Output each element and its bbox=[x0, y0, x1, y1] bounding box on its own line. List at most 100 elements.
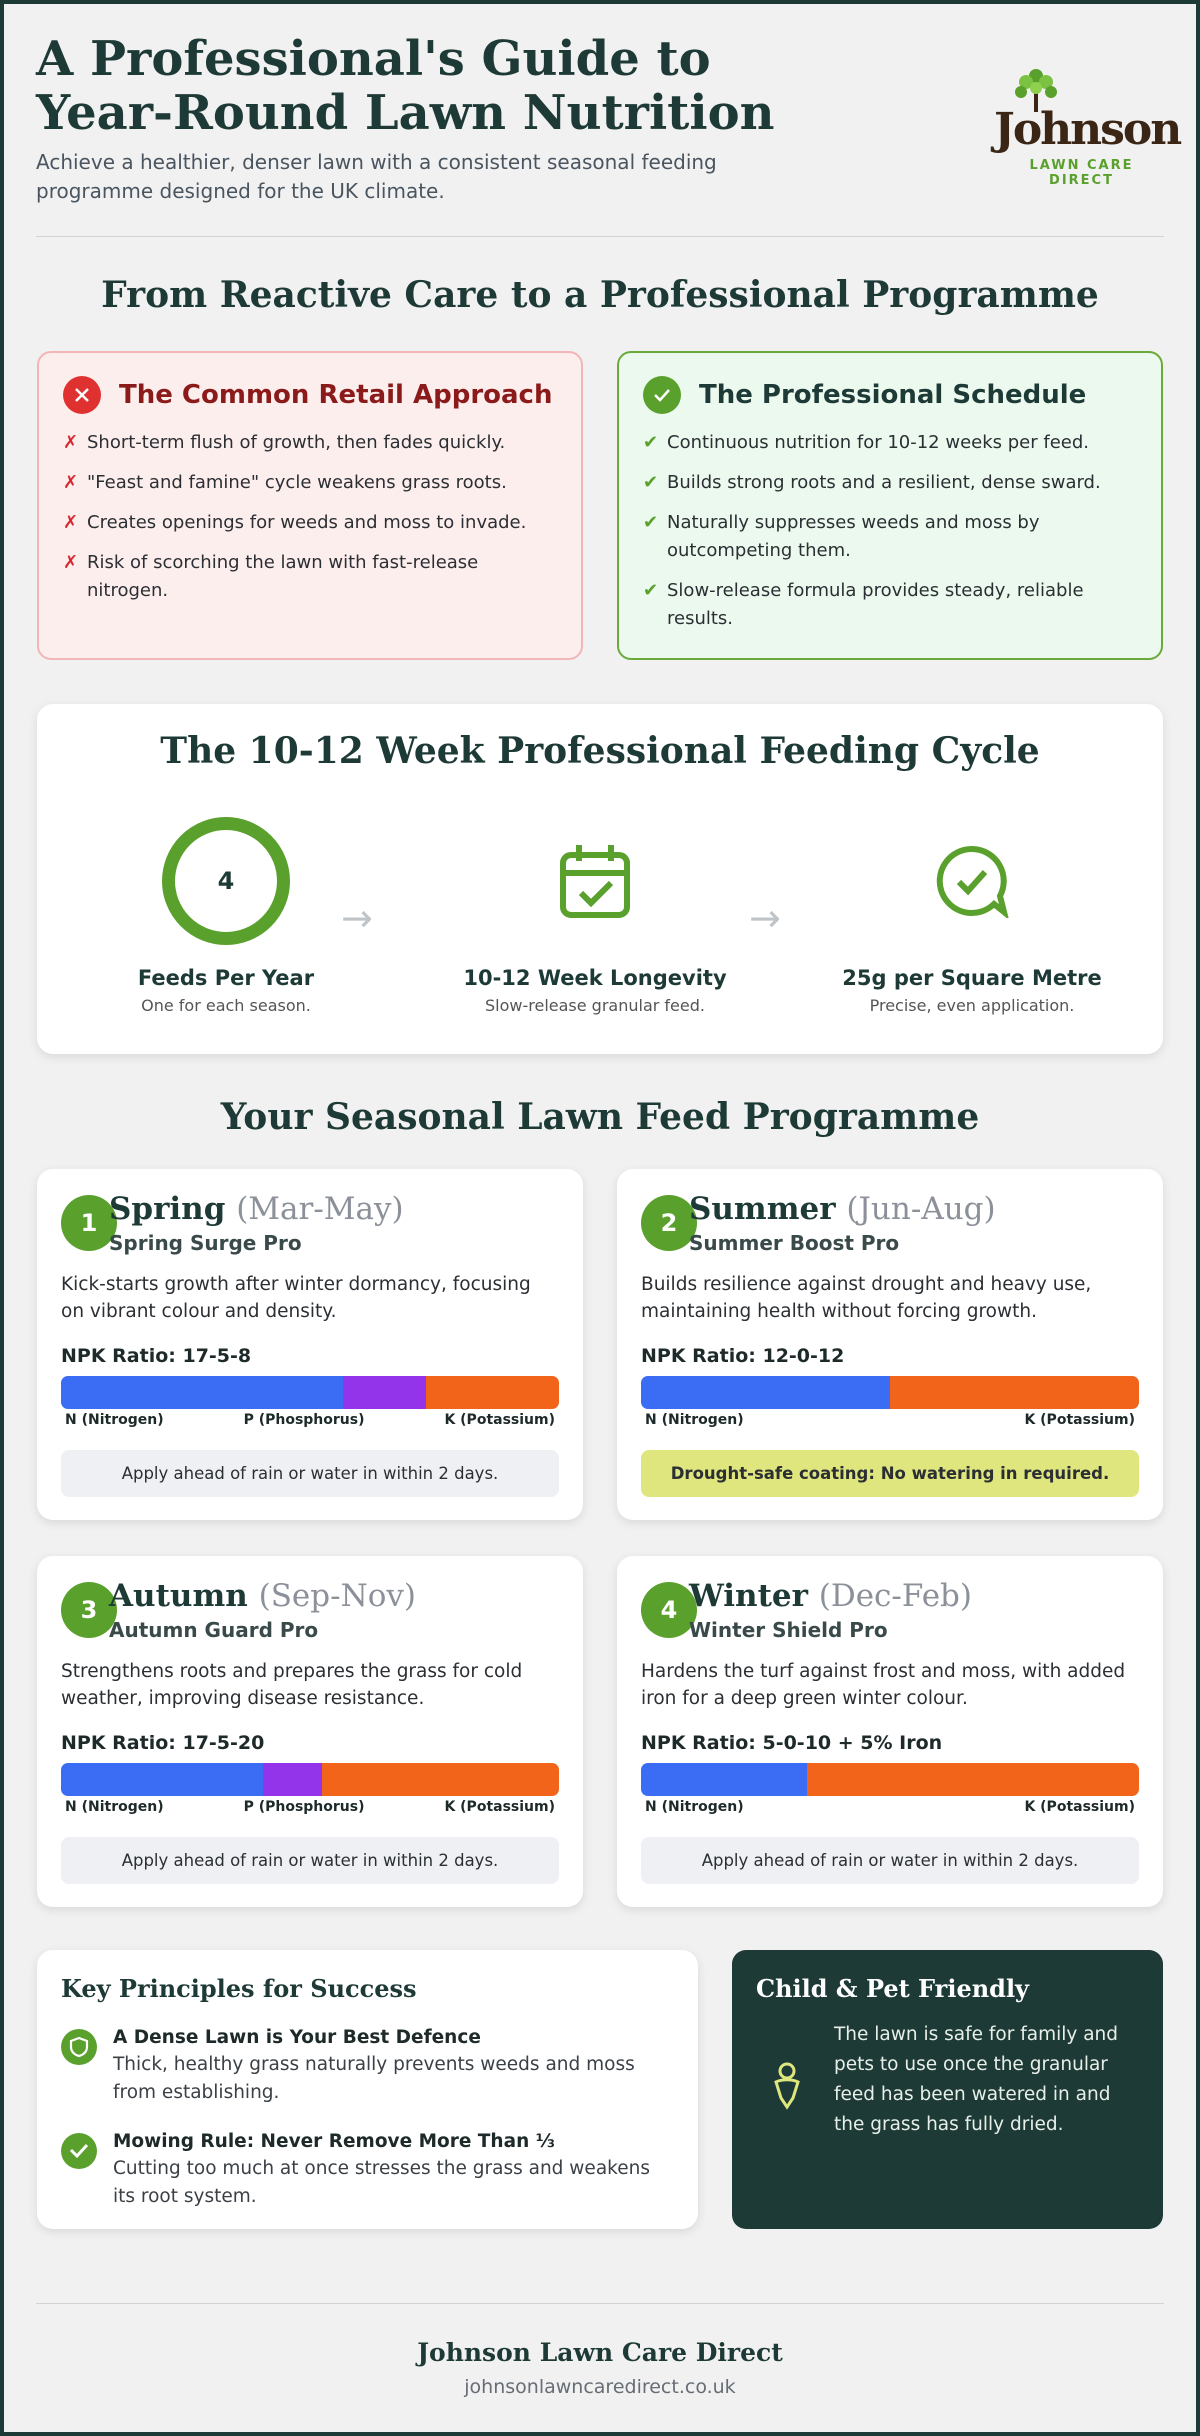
step-title: 25g per Square Metre bbox=[842, 966, 1102, 990]
check-icon bbox=[643, 376, 681, 414]
cycle-step: 25g per Square Metre Precise, even appli… bbox=[807, 816, 1137, 1015]
season-number: 1 bbox=[61, 1195, 117, 1251]
season-name: Summer (Jun-Aug) bbox=[689, 1191, 996, 1227]
npk-ratio: NPK Ratio: 17-5-20 bbox=[61, 1732, 265, 1754]
season-number: 4 bbox=[641, 1582, 697, 1638]
application-note: Apply ahead of rain or water in within 2… bbox=[61, 1450, 559, 1497]
npk-label: N (Nitrogen) bbox=[645, 1412, 744, 1428]
bullet-icon: ✗ bbox=[63, 512, 79, 533]
item-text: "Feast and famine" cycle weakens grass r… bbox=[87, 472, 507, 493]
season-months: (Mar-May) bbox=[236, 1191, 404, 1227]
list-item: ✗ Creates openings for weeds and moss to … bbox=[63, 509, 557, 537]
season-number: 2 bbox=[641, 1195, 697, 1251]
principles-card: Key Principles for Success A Dense Lawn … bbox=[37, 1950, 698, 2229]
step-icon: 4 bbox=[61, 816, 391, 946]
step-caption: One for each season. bbox=[141, 996, 311, 1015]
shield-icon bbox=[61, 2029, 97, 2065]
divider bbox=[36, 236, 1164, 237]
npk-segment bbox=[641, 1763, 807, 1796]
section-heading: From Reactive Care to a Professional Pro… bbox=[101, 274, 1099, 316]
divider bbox=[36, 2303, 1164, 2304]
application-note: Apply ahead of rain or water in within 2… bbox=[641, 1837, 1139, 1884]
step-title: 10-12 Week Longevity bbox=[463, 966, 727, 990]
step-title: Feeds Per Year bbox=[137, 966, 315, 990]
product-name: Winter Shield Pro bbox=[689, 1618, 888, 1642]
season-description: Strengthens roots and prepares the grass… bbox=[61, 1661, 523, 1709]
npk-label: K (Potassium) bbox=[1024, 1799, 1135, 1815]
mow-icon bbox=[61, 2133, 97, 2169]
list-item: ✔ Slow-release formula provides steady, r… bbox=[643, 577, 1137, 633]
card-header: The Common Retail Approach bbox=[63, 375, 557, 415]
logo-name: Johnson bbox=[994, 104, 1182, 155]
npk-segment bbox=[61, 1376, 344, 1409]
item-text: Creates openings for weeds and moss to i… bbox=[87, 512, 527, 533]
season-card: 2 Summer (Jun-Aug) Summer Boost Pro Builds … bbox=[617, 1169, 1163, 1520]
list: ✔ Continuous nutrition for 10-12 weeks pe… bbox=[643, 429, 1137, 633]
footer-url: johnsonlawncaredirect.co.uk bbox=[464, 2376, 736, 2398]
principle: A Dense Lawn is Your Best Defence Thick,… bbox=[61, 2025, 674, 2107]
product-name: Summer Boost Pro bbox=[689, 1231, 900, 1255]
npk-segment bbox=[61, 1763, 263, 1796]
principle: Mowing Rule: Never Remove More Than ⅓ Cu… bbox=[61, 2129, 674, 2211]
npk-label: N (Nitrogen) bbox=[65, 1412, 164, 1428]
principle-title: A Dense Lawn is Your Best Defence bbox=[113, 2027, 481, 2048]
bullet-icon: ✗ bbox=[63, 472, 79, 493]
npk-label: N (Nitrogen) bbox=[65, 1799, 164, 1815]
season-months: (Dec-Feb) bbox=[818, 1578, 972, 1614]
npk-segment bbox=[262, 1763, 322, 1796]
item-text: Builds strong roots and a resilient, den… bbox=[667, 472, 1101, 493]
application-note: Drought-safe coating: No watering in req… bbox=[641, 1450, 1139, 1497]
step-icon bbox=[807, 816, 1137, 946]
principle-title: Mowing Rule: Never Remove More Than ⅓ bbox=[113, 2131, 555, 2152]
npk-segment bbox=[426, 1376, 559, 1409]
principles-title: Key Principles for Success bbox=[61, 1974, 417, 2003]
season-description: Hardens the turf against frost and moss,… bbox=[641, 1661, 1126, 1709]
child-icon bbox=[774, 2062, 800, 2110]
principle-text: Thick, healthy grass naturally prevents … bbox=[113, 2054, 635, 2103]
arrow: → bbox=[749, 896, 781, 940]
npk-label: K (Potassium) bbox=[1024, 1412, 1135, 1428]
item-text: Continuous nutrition for 10-12 weeks per… bbox=[667, 432, 1090, 453]
pet-text: The lawn is safe for family and pets to … bbox=[834, 2024, 1119, 2135]
pro-card: The Professional Schedule ✔ Continuous nu… bbox=[617, 351, 1163, 660]
arrow: → bbox=[341, 896, 373, 940]
npk-label: N (Nitrogen) bbox=[645, 1799, 744, 1815]
card-title: The Professional Schedule bbox=[699, 380, 1087, 410]
npk-bar bbox=[641, 1376, 1139, 1409]
step-icon bbox=[430, 816, 760, 946]
npk-labels: N (Nitrogen) P (Phosphorus) K (Potassium) bbox=[65, 1799, 555, 1815]
bullet-icon: ✔ bbox=[643, 432, 659, 453]
step-caption: Precise, even application. bbox=[869, 996, 1075, 1015]
list-item: ✔ Naturally suppresses weeds and moss by … bbox=[643, 509, 1137, 565]
calendar-icon bbox=[560, 845, 630, 918]
bullet-icon: ✔ bbox=[643, 472, 659, 493]
application-note: Apply ahead of rain or water in within 2… bbox=[61, 1837, 559, 1884]
bullet-icon: ✔ bbox=[643, 512, 659, 533]
pet-card: Child & Pet Friendly The lawn is safe fo… bbox=[732, 1950, 1163, 2229]
season-name: Autumn (Sep-Nov) bbox=[109, 1578, 416, 1614]
cycle-step: 4 Feeds Per Year One for each season. bbox=[61, 816, 391, 1015]
season-title: Winter bbox=[689, 1578, 808, 1614]
cycle-heading: The 10-12 Week Professional Feeding Cycl… bbox=[160, 730, 1040, 772]
npk-segment bbox=[343, 1376, 427, 1409]
season-card: 1 Spring (Mar-May) Spring Surge Pro Kick-st… bbox=[37, 1169, 583, 1520]
title-line: Year-Round Lawn Nutrition bbox=[36, 85, 775, 141]
list-item: ✗ "Feast and famine" cycle weakens grass … bbox=[63, 469, 557, 497]
season-card: 4 Winter (Dec-Feb) Winter Shield Pro Harden… bbox=[617, 1556, 1163, 1907]
list: ✗ Short-term flush of growth, then fades … bbox=[63, 429, 557, 605]
subtitle: Achieve a healthier, denser lawn with a … bbox=[36, 150, 717, 203]
list-item: ✔ Builds strong roots and a resilient, de… bbox=[643, 469, 1137, 497]
card-header: The Professional Schedule bbox=[643, 375, 1137, 415]
card-title: The Common Retail Approach bbox=[119, 380, 553, 410]
season-months: (Jun-Aug) bbox=[846, 1191, 996, 1227]
npk-segment bbox=[641, 1376, 890, 1409]
bullet-icon: ✔ bbox=[643, 580, 659, 601]
npk-ratio: NPK Ratio: 12-0-12 bbox=[641, 1345, 845, 1367]
product-name: Autumn Guard Pro bbox=[109, 1618, 319, 1642]
season-card: 3 Autumn (Sep-Nov) Autumn Guard Pro Strengt… bbox=[37, 1556, 583, 1907]
pet-title: Child & Pet Friendly bbox=[756, 1974, 1029, 2003]
season-title: Autumn bbox=[109, 1578, 248, 1614]
x-icon bbox=[63, 376, 101, 414]
